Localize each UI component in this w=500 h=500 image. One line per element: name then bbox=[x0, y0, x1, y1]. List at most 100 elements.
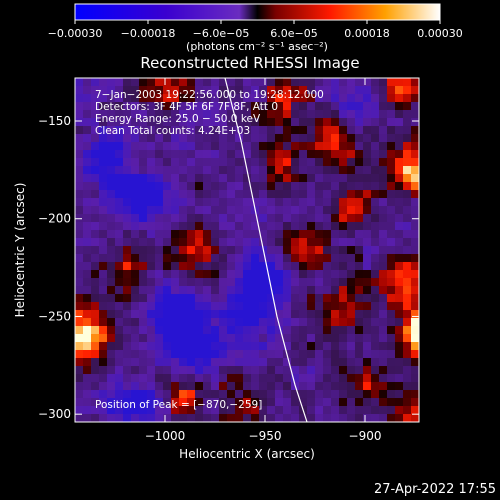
heatmap-cell bbox=[131, 166, 140, 175]
heatmap-cell bbox=[347, 110, 356, 119]
heatmap-cell bbox=[75, 294, 84, 303]
heatmap-cell bbox=[171, 398, 180, 407]
heatmap-cell bbox=[387, 374, 396, 383]
heatmap-cell bbox=[275, 406, 284, 415]
heatmap-cell bbox=[203, 302, 212, 311]
heatmap-cell bbox=[339, 102, 348, 111]
heatmap-cell bbox=[267, 278, 276, 287]
heatmap-cell bbox=[131, 158, 140, 167]
heatmap-cell bbox=[123, 246, 132, 255]
heatmap-cell bbox=[219, 214, 228, 223]
heatmap-cell bbox=[387, 342, 396, 351]
annotation-clean-counts: Clean Total counts: 4.24E+03 bbox=[95, 125, 250, 137]
heatmap-cell bbox=[299, 126, 308, 135]
heatmap-cell bbox=[275, 174, 284, 183]
heatmap-cell bbox=[155, 166, 164, 175]
heatmap-cell bbox=[411, 134, 419, 143]
heatmap-cell bbox=[283, 198, 292, 207]
heatmap-cell bbox=[163, 358, 172, 367]
heatmap-cell bbox=[235, 374, 244, 383]
heatmap-cell bbox=[299, 94, 308, 103]
heatmap-cell bbox=[323, 142, 332, 151]
heatmap-cell bbox=[203, 294, 212, 303]
heatmap-cell bbox=[99, 206, 108, 215]
heatmap-cell bbox=[187, 190, 196, 199]
heatmap-cell bbox=[179, 198, 188, 207]
heatmap-cell bbox=[235, 238, 244, 247]
heatmap-cell bbox=[291, 230, 300, 239]
heatmap-cell bbox=[203, 318, 212, 327]
heatmap-cell bbox=[387, 166, 396, 175]
heatmap-cell bbox=[187, 206, 196, 215]
heatmap-cell bbox=[371, 342, 380, 351]
heatmap-cell bbox=[179, 270, 188, 279]
heatmap-cell bbox=[91, 230, 100, 239]
heatmap-cell bbox=[307, 270, 316, 279]
heatmap-cell bbox=[171, 326, 180, 335]
heatmap-cell bbox=[307, 366, 316, 375]
heatmap-cell bbox=[195, 318, 204, 327]
heatmap-cell bbox=[83, 318, 92, 327]
heatmap-cell bbox=[147, 110, 156, 119]
heatmap-cell bbox=[363, 174, 372, 183]
heatmap-cell bbox=[403, 414, 412, 422]
heatmap-cell bbox=[107, 318, 116, 327]
heatmap-cell bbox=[307, 134, 316, 143]
heatmap-cell bbox=[243, 262, 252, 271]
heatmap-cell bbox=[155, 246, 164, 255]
heatmap-cell bbox=[155, 110, 164, 119]
heatmap-cell bbox=[347, 262, 356, 271]
heatmap-cell bbox=[323, 390, 332, 399]
heatmap-cell bbox=[275, 318, 284, 327]
heatmap-cell bbox=[83, 150, 92, 159]
heatmap-cell bbox=[195, 102, 204, 111]
heatmap-cell bbox=[403, 374, 412, 383]
heatmap-cell bbox=[163, 214, 172, 223]
heatmap-cell bbox=[171, 190, 180, 199]
heatmap-cell bbox=[387, 310, 396, 319]
heatmap-cell bbox=[331, 390, 340, 399]
heatmap-cell bbox=[363, 270, 372, 279]
heatmap-cell bbox=[363, 142, 372, 151]
heatmap-cell bbox=[347, 246, 356, 255]
heatmap-cell bbox=[395, 334, 404, 343]
heatmap-cell bbox=[235, 198, 244, 207]
heatmap-cell bbox=[363, 206, 372, 215]
heatmap-cell bbox=[243, 110, 252, 119]
heatmap-cell bbox=[243, 326, 252, 335]
heatmap-cell bbox=[307, 358, 316, 367]
heatmap-cell bbox=[403, 134, 412, 143]
heatmap-cell bbox=[83, 278, 92, 287]
heatmap-cell bbox=[379, 278, 388, 287]
heatmap-cell bbox=[259, 134, 268, 143]
heatmap-cell bbox=[179, 350, 188, 359]
heatmap-cell bbox=[243, 102, 252, 111]
heatmap-cell bbox=[323, 270, 332, 279]
heatmap-cell bbox=[323, 302, 332, 311]
heatmap-cell bbox=[179, 150, 188, 159]
heatmap-cell bbox=[195, 118, 204, 127]
heatmap-cell bbox=[211, 102, 220, 111]
heatmap-cell bbox=[139, 246, 148, 255]
heatmap-cell bbox=[235, 414, 244, 422]
heatmap-cell bbox=[363, 358, 372, 367]
heatmap-cell bbox=[307, 310, 316, 319]
heatmap-cell bbox=[387, 190, 396, 199]
heatmap-cell bbox=[203, 102, 212, 111]
heatmap-cell bbox=[339, 214, 348, 223]
heatmap-cell bbox=[171, 230, 180, 239]
heatmap-cell bbox=[115, 270, 124, 279]
heatmap-cell bbox=[315, 158, 324, 167]
heatmap-cell bbox=[171, 246, 180, 255]
heatmap-cell bbox=[187, 366, 196, 375]
heatmap-cell bbox=[123, 190, 132, 199]
heatmap-cell bbox=[291, 110, 300, 119]
heatmap-cell bbox=[411, 366, 419, 375]
heatmap-cell bbox=[315, 86, 324, 95]
heatmap-cell bbox=[331, 374, 340, 383]
heatmap-cell bbox=[107, 310, 116, 319]
heatmap-cell bbox=[283, 286, 292, 295]
heatmap-cell bbox=[307, 406, 316, 415]
heatmap-cell bbox=[411, 270, 419, 279]
heatmap-cell bbox=[251, 350, 260, 359]
